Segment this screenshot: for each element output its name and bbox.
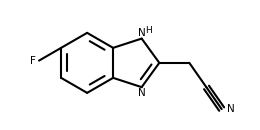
Text: N: N [227, 104, 235, 114]
Text: F: F [30, 56, 36, 66]
Text: N: N [138, 88, 146, 98]
Text: N: N [138, 28, 146, 38]
Text: H: H [146, 26, 152, 35]
